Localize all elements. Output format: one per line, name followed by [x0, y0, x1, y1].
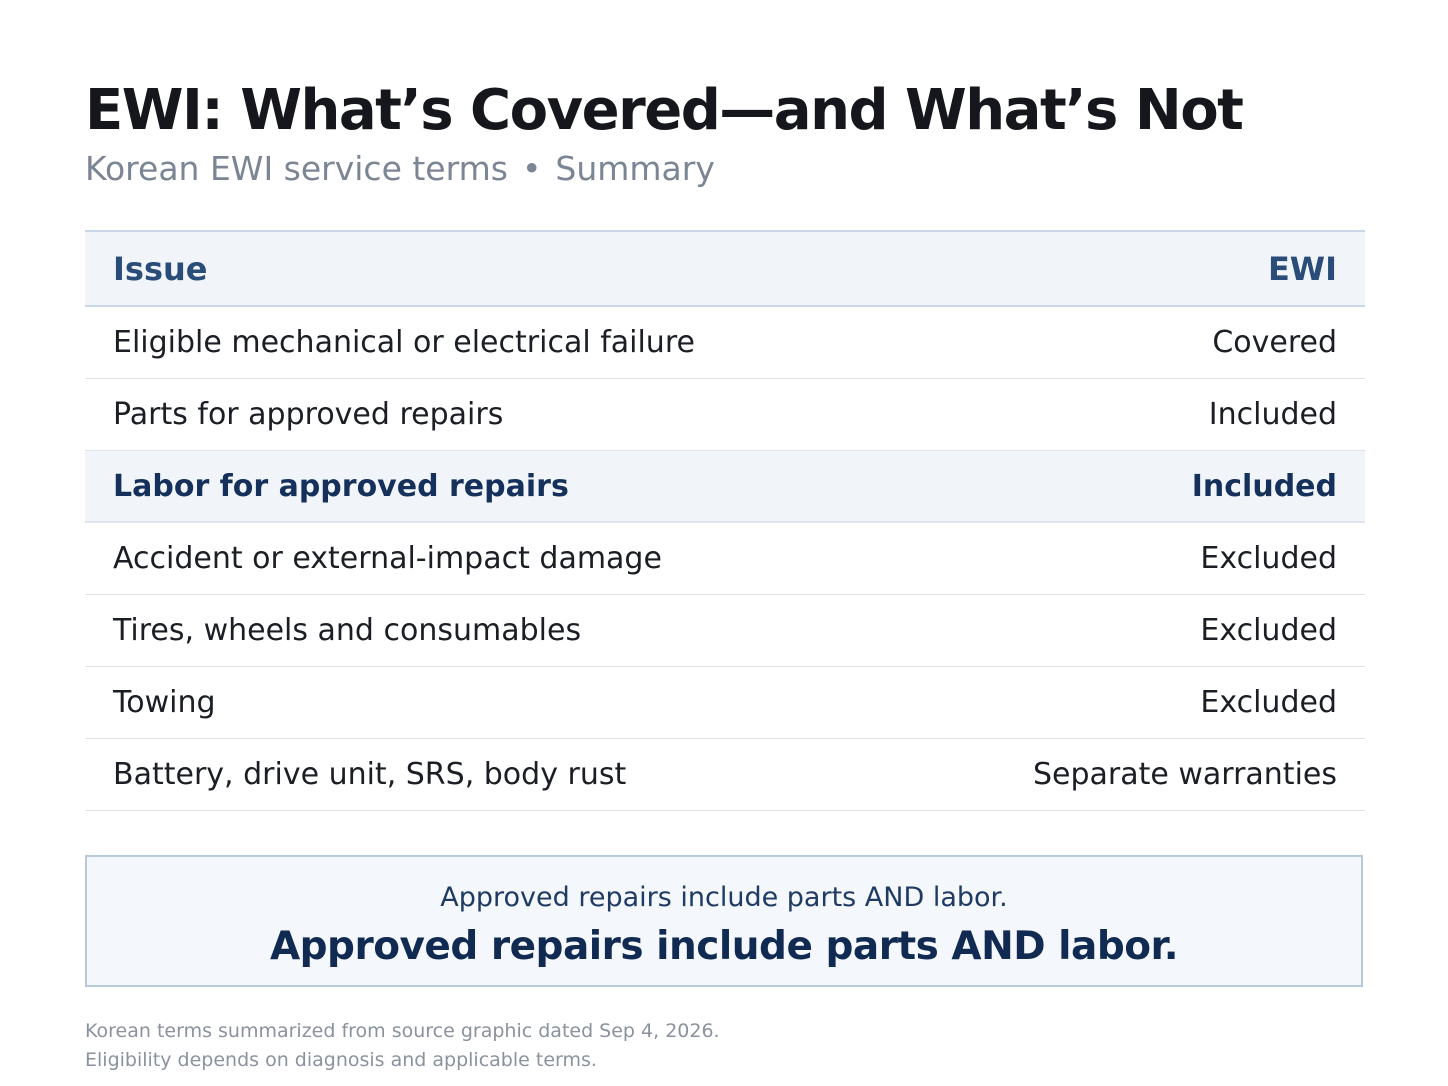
row-status: Covered [1212, 325, 1337, 360]
table-row: Eligible mechanical or electrical failur… [85, 307, 1365, 379]
row-issue: Labor for approved repairs [113, 468, 569, 504]
row-issue: Parts for approved repairs [113, 397, 504, 432]
page-subtitle: Korean EWI service terms • Summary [85, 148, 715, 190]
subtitle-kind: Summary [555, 149, 715, 188]
page-title: EWI: What’s Covered—and What’s Not [85, 78, 1244, 143]
footnote: Korean terms summarized from source grap… [85, 1017, 720, 1075]
row-status: Included [1208, 397, 1337, 432]
page: EWI: What’s Covered—and What’s Not Korea… [85, 0, 1365, 1086]
table-row: Tires, wheels and consumables Excluded [85, 595, 1365, 667]
row-issue: Towing [113, 685, 216, 720]
row-issue: Eligible mechanical or electrical failur… [113, 325, 695, 360]
row-status: Included [1191, 468, 1337, 504]
footnote-line: Korean terms summarized from source grap… [85, 1020, 720, 1042]
row-issue: Tires, wheels and consumables [113, 613, 582, 648]
table-row: Towing Excluded [85, 667, 1365, 739]
table-row: Accident or external-impact damage Exclu… [85, 523, 1365, 595]
column-header-issue: Issue [113, 249, 208, 288]
footnote-line: Eligibility depends on diagnosis and app… [85, 1049, 597, 1071]
callout-box: Approved repairs include parts AND labor… [85, 855, 1363, 987]
table-row: Parts for approved repairs Included [85, 379, 1365, 451]
table-header-row: Issue EWI [85, 230, 1365, 307]
subtitle-separator: • [521, 149, 542, 188]
subtitle-source: Korean EWI service terms [85, 149, 508, 188]
row-issue: Accident or external-impact damage [113, 541, 662, 576]
row-issue: Battery, drive unit, SRS, body rust [113, 757, 627, 792]
row-status: Separate warranties [1032, 757, 1337, 792]
table-row-highlighted: Labor for approved repairs Included [85, 451, 1365, 523]
row-status: Excluded [1200, 613, 1337, 648]
callout-big-text: Approved repairs include parts AND labor… [269, 924, 1179, 969]
coverage-table: Issue EWI Eligible mechanical or electri… [85, 230, 1365, 811]
callout-small-text: Approved repairs include parts AND labor… [440, 882, 1008, 913]
row-status: Excluded [1200, 541, 1337, 576]
table-row: Battery, drive unit, SRS, body rust Sepa… [85, 739, 1365, 811]
row-status: Excluded [1200, 685, 1337, 720]
column-header-ewi: EWI [1267, 249, 1337, 288]
